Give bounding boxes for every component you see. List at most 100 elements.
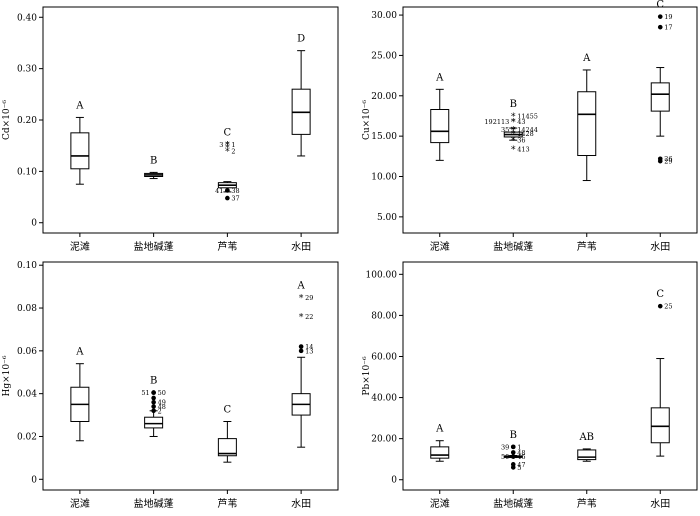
x-tick-label: 水田: [291, 498, 311, 510]
outlier-label: 36: [517, 137, 525, 145]
y-axis-label: Hg×10⁻⁶: [2, 355, 12, 396]
x-tick-label: 芦苇: [217, 240, 237, 253]
iqr-box: [650, 407, 670, 444]
outlier-star: *: [511, 137, 516, 147]
outlier-point: [151, 395, 156, 401]
outlier-star: *: [225, 144, 230, 154]
outlier-point: [510, 444, 516, 450]
outlier-point: [225, 188, 230, 193]
outlier-label: 13: [305, 347, 313, 355]
box-4: [291, 356, 311, 448]
box-1: [430, 88, 450, 161]
x-tick-label: 盐地碱蓬: [134, 497, 174, 510]
outlier-label: 14: [305, 343, 313, 351]
iqr-box: [217, 438, 237, 457]
outlier-label: 19: [664, 13, 672, 21]
outlier-star: *: [225, 141, 230, 151]
outlier-label: 29: [305, 294, 313, 302]
significance-letter: A: [582, 53, 591, 64]
outlier-label: 51: [141, 389, 149, 397]
outlier-point: [510, 450, 516, 455]
significance-letter: A: [75, 347, 84, 358]
outlier-label: 2: [158, 407, 162, 415]
outlier-label: 47: [517, 461, 525, 469]
outlier-label: 3: [219, 141, 223, 149]
outlier-point: [657, 14, 663, 19]
outlier-label: 48: [517, 449, 525, 457]
outlier-label: 1: [231, 141, 235, 149]
x-tick-label: 芦苇: [217, 497, 237, 510]
outlier-label: 26: [664, 155, 672, 163]
box-1: [70, 363, 90, 442]
chart-panel: 5.00 10.00 15.00 20.00 25.00 30.00 泥滩 盐地碱蓬 芦苇 水田 C…: [362, 0, 698, 253]
outlier-point: [510, 465, 516, 470]
outlier-label: 192113: [484, 118, 509, 126]
outlier-star: *: [511, 118, 516, 128]
outlier-point: [225, 195, 230, 201]
iqr-box: [70, 132, 90, 170]
y-tick-label: 0.10: [17, 167, 37, 177]
box-4: [650, 358, 670, 457]
chart-panel: 0 0.02 0.04 0.06 0.08 0.10 泥滩 盐地碱蓬 芦苇 水田 Hg×10⁻⁶ 50…: [2, 261, 339, 510]
y-tick-label: 100.00: [366, 270, 398, 280]
y-tick-label: 20.00: [371, 435, 397, 445]
box-3: [577, 69, 597, 182]
outlier-star: *: [299, 313, 304, 323]
outlier-label: 14244: [517, 126, 538, 134]
outlier-star: *: [511, 146, 516, 156]
outlier-star: *: [511, 126, 516, 136]
outlier-point: [657, 158, 663, 164]
box-3: [577, 448, 597, 462]
y-tick-label: 0.02: [17, 432, 37, 442]
chart-panel: 0 20.00 40.00 60.00 80.00 100.00 泥滩 盐地碱蓬 芦苇 水田 Pb×…: [362, 261, 698, 510]
box-4: [291, 50, 311, 157]
y-tick-label: 15.00: [371, 132, 397, 142]
outlier-label: 50: [158, 389, 166, 397]
plot-frame: [42, 261, 339, 491]
y-tick-label: 0.08: [17, 304, 37, 314]
y-tick-label: 0: [31, 219, 37, 229]
outlier-point: [298, 344, 304, 349]
x-tick-label: 泥滩: [70, 240, 90, 253]
iqr-box: [577, 449, 597, 461]
outlier-point: [151, 399, 156, 405]
outlier-label: 38: [231, 187, 239, 195]
y-tick-label: 0.20: [17, 116, 37, 126]
outlier-label: 17: [664, 24, 672, 32]
y-axis-label: Cd×10⁻⁶: [2, 100, 12, 140]
y-tick-label: 30.00: [371, 11, 397, 21]
outlier-label: 1: [517, 443, 521, 451]
box-1: [430, 440, 450, 462]
iqr-box: [650, 82, 670, 112]
outlier-star: *: [299, 294, 304, 304]
x-tick-label: 盐地碱蓬: [493, 497, 533, 510]
outlier-label: 37: [231, 195, 239, 203]
outlier-point: [657, 24, 663, 30]
outlier-star: *: [511, 126, 516, 136]
y-tick-label: 0.10: [17, 261, 37, 271]
iqr-box: [577, 91, 597, 157]
outlier-label: 5: [517, 464, 521, 472]
outlier-label: 2: [231, 147, 235, 155]
y-tick-label: 0: [391, 476, 397, 486]
significance-letter: C: [224, 128, 232, 139]
y-tick-label: 0: [31, 475, 37, 485]
outlier-label: 48: [158, 403, 166, 411]
outlier-label: 29: [664, 158, 672, 166]
outlier-label: 39: [501, 443, 509, 451]
outlier-label: 11455: [517, 112, 538, 120]
outlier-label: 413: [517, 146, 529, 154]
significance-letter: B: [150, 376, 157, 387]
box-2: [144, 410, 164, 437]
outlier-label: 35: [501, 126, 509, 134]
significance-letter: AB: [578, 432, 594, 443]
outlier-label: 46: [517, 453, 525, 461]
box-2: [503, 127, 523, 141]
x-tick-label: 泥滩: [430, 240, 450, 253]
significance-letter: A: [297, 280, 306, 291]
y-tick-label: 20.00: [371, 92, 397, 102]
x-tick-label: 泥滩: [430, 497, 450, 510]
